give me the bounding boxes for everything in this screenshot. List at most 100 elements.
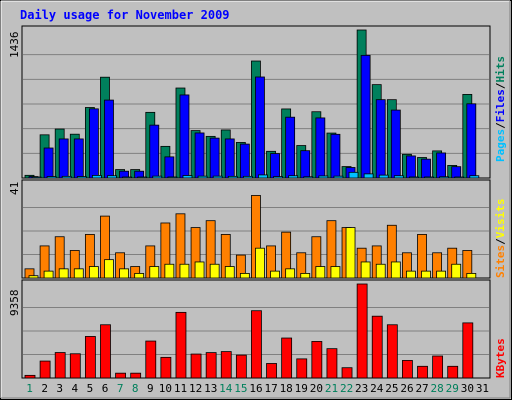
bar-visits-s1-day-24: [375, 263, 386, 279]
bar-hits-s1-day-17: [270, 153, 280, 179]
bar-visits-s1-day-15: [239, 273, 250, 279]
ymax-label-hits: 1436: [8, 32, 21, 59]
day-label-30: 30: [461, 382, 474, 395]
bar-kbytes-s0-day-19: [296, 358, 308, 379]
bar-kbytes-s0-day-21: [326, 348, 338, 379]
bar-visits-s1-day-23: [360, 261, 371, 279]
bar-kbytes-s0-day-27: [417, 365, 428, 379]
bar-hits-s2-day-18: [288, 175, 299, 179]
bar-kbytes-s0-day-23: [356, 283, 368, 379]
panel-hits: 1436 Pages/Files/Hits: [8, 25, 507, 179]
bar-kbytes-s0-day-12: [190, 353, 202, 379]
bar-kbytes-s0-day-28: [432, 355, 444, 379]
bar-kbytes-s0-day-20: [311, 341, 323, 379]
legend-entry: KBytes: [494, 338, 507, 378]
bars-kbytes: [24, 283, 474, 379]
legend-entry: /: [494, 238, 507, 245]
day-label-7: 7: [117, 382, 124, 395]
day-label-5: 5: [87, 382, 94, 395]
bar-hits-s2-day-28: [439, 176, 450, 179]
bar-hits-s2-day-8: [137, 176, 148, 179]
day-label-13: 13: [204, 382, 217, 395]
day-label-1: 1: [26, 382, 33, 395]
bar-visits-s1-day-17: [270, 270, 280, 279]
bar-hits-s2-day-10: [167, 176, 178, 179]
bar-hits-s1-day-5: [88, 108, 99, 179]
day-label-19: 19: [295, 382, 308, 395]
bar-visits-s1-day-20: [315, 266, 326, 279]
bar-hits-s1-day-26: [406, 155, 416, 179]
bar-hits-s1-day-15: [239, 143, 250, 179]
bar-kbytes-s0-day-4: [69, 353, 81, 379]
bar-visits-s1-day-30: [466, 273, 477, 279]
bar-visits-s1-day-10: [164, 263, 175, 279]
day-label-29: 29: [446, 382, 459, 395]
bar-visits-s1-day-21: [330, 266, 341, 279]
bar-kbytes-s0-day-2: [39, 360, 51, 379]
legend-entry: /: [494, 122, 507, 129]
bar-hits-s2-day-27: [424, 176, 434, 179]
bar-hits-s2-day-9: [152, 175, 163, 179]
bar-hits-s2-day-3: [61, 175, 72, 179]
panel-visits: 41 Sites/Visits: [8, 179, 507, 279]
bar-visits-s1-day-29: [451, 263, 462, 279]
bar-kbytes-s0-day-8: [130, 372, 142, 379]
bar-hits-s2-day-29: [454, 176, 465, 179]
day-label-14: 14: [219, 382, 233, 395]
day-label-23: 23: [355, 382, 368, 395]
bar-kbytes-s0-day-15: [235, 354, 247, 379]
day-label-22: 22: [340, 382, 353, 395]
bar-hits-s1-day-4: [73, 138, 84, 179]
bar-hits-s1-day-20: [315, 117, 326, 179]
bar-visits-s1-day-3: [58, 268, 69, 279]
bar-hits-s1-day-16: [255, 76, 265, 179]
bar-kbytes-s0-day-13: [205, 352, 217, 379]
day-label-24: 24: [370, 382, 384, 395]
day-label-17: 17: [264, 382, 277, 395]
bar-hits-s2-day-16: [258, 174, 268, 179]
day-label-15: 15: [234, 382, 247, 395]
bar-hits-s2-day-30: [469, 175, 480, 179]
bar-hits-s1-day-12: [194, 132, 205, 179]
day-label-4: 4: [72, 382, 79, 395]
bar-kbytes-s0-day-7: [115, 372, 126, 379]
bar-visits-s1-day-26: [406, 270, 416, 279]
bar-hits-s1-day-3: [58, 138, 69, 179]
bar-kbytes-s0-day-24: [371, 315, 383, 379]
day-label-18: 18: [280, 382, 293, 395]
bar-kbytes-s0-day-22: [341, 367, 353, 379]
bar-kbytes-s0-day-6: [100, 324, 111, 379]
bar-kbytes-s0-day-25: [386, 324, 398, 379]
bar-hits-s1-day-13: [209, 137, 220, 179]
bar-visits-s1-day-7: [119, 268, 129, 279]
legend-entry: Files: [494, 89, 507, 122]
panel-kbytes: 9358 KBytes: [8, 279, 507, 379]
bar-hits-s1-day-19: [300, 150, 311, 179]
day-label-31: 31: [476, 382, 489, 395]
bar-visits-s1-day-5: [88, 266, 99, 279]
bar-hits-s1-day-18: [285, 116, 296, 179]
bar-visits-s1-day-27: [421, 270, 431, 279]
bar-kbytes-s0-day-29: [447, 365, 459, 379]
bar-hits-s2-day-11: [182, 175, 193, 179]
bar-hits-s1-day-23: [360, 54, 371, 179]
legend-visits: Sites/Visits: [494, 199, 507, 279]
day-label-28: 28: [431, 382, 444, 395]
bar-visits-s1-day-6: [104, 259, 114, 279]
bar-kbytes-s0-day-5: [84, 336, 96, 379]
bar-visits-s1-day-14: [224, 266, 235, 279]
bars-hits: [24, 29, 480, 179]
ymax-label-kbytes: 9358: [8, 290, 21, 317]
bar-hits-s1-day-30: [466, 103, 477, 179]
legend-entry: Pages: [494, 129, 507, 162]
day-label-21: 21: [325, 382, 338, 395]
bar-visits-s1-day-16: [255, 247, 265, 279]
day-label-2: 2: [41, 382, 48, 395]
bar-kbytes-s0-day-17: [266, 363, 277, 379]
bar-kbytes-s0-day-30: [462, 322, 474, 379]
bar-visits-s1-day-19: [300, 273, 311, 279]
bar-hits-s2-day-26: [409, 176, 419, 179]
bar-hits-s1-day-11: [179, 94, 190, 179]
bar-visits-s1-day-4: [73, 268, 84, 279]
bar-hits-s2-day-21: [333, 175, 344, 179]
